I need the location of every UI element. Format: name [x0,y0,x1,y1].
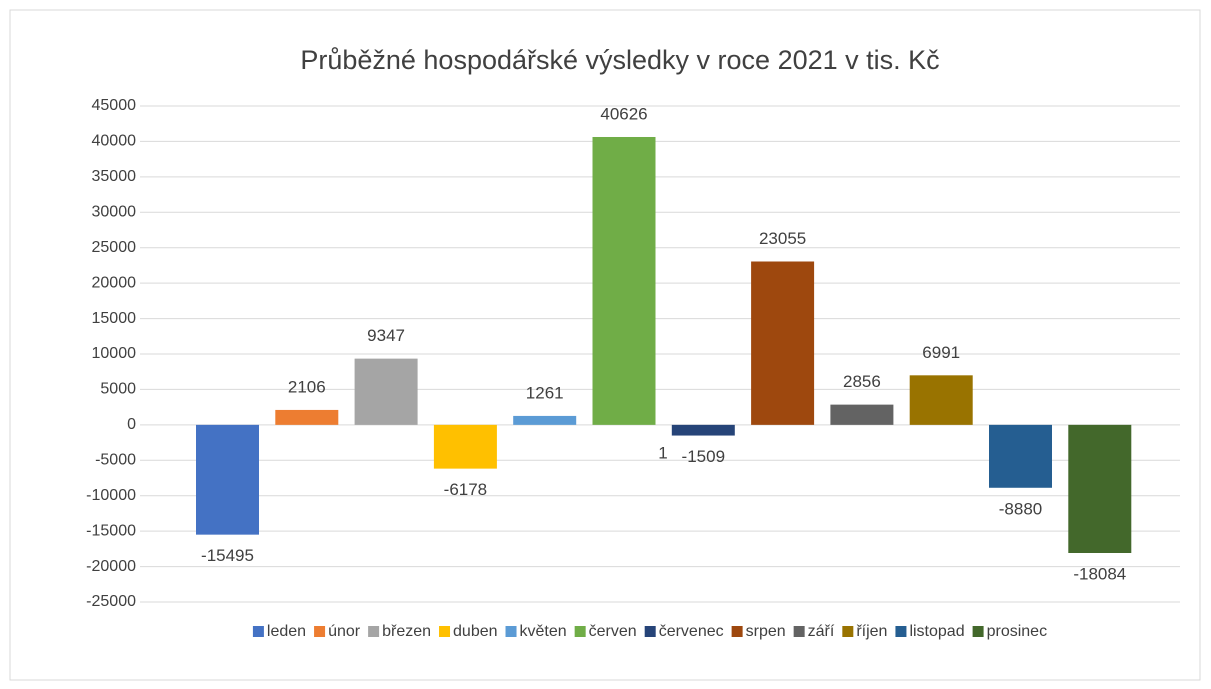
legend-label: prosinec [987,623,1047,640]
data-label: 2106 [288,377,326,396]
data-label: -15495 [201,546,254,565]
legend-swatch [574,626,586,637]
bar [1068,424,1132,553]
y-tick-label: 45000 [92,97,137,114]
y-tick-label: 0 [127,416,136,433]
bar [830,404,894,425]
bar [592,136,656,425]
y-tick-label: 40000 [92,133,137,150]
legend-label: květen [520,623,567,640]
legend-swatch [252,626,264,637]
y-tick-label: 25000 [92,239,137,256]
legend-label: únor [328,623,361,640]
y-tick-label: -5000 [95,452,136,469]
data-label: 1261 [526,383,564,402]
data-label: -6178 [444,480,487,499]
data-label: 9347 [367,326,405,345]
legend-label: duben [453,623,498,640]
bar [196,424,259,535]
y-tick-label: -20000 [86,558,136,575]
bar [989,424,1052,488]
data-label: -8880 [999,499,1042,518]
legend-swatch [439,626,451,637]
y-tick-label: 30000 [92,204,137,221]
legend-swatch [842,626,854,637]
bar [513,415,577,425]
legend-swatch [972,626,984,637]
bar [751,261,815,425]
chart-title: Průběžné hospodářské výsledky v roce 202… [300,45,939,75]
data-label: -18084 [1073,564,1126,583]
data-label: 2856 [843,372,881,391]
annotation: 1 [658,443,667,462]
bar [275,409,339,425]
bar [433,424,497,469]
legend-swatch [314,626,326,637]
legend-label: říjen [856,623,887,640]
legend-label: leden [267,623,306,640]
y-tick-label: 35000 [92,168,137,185]
legend-label: březen [382,623,431,640]
legend-swatch [895,626,907,637]
legend-swatch [731,626,743,637]
legend-label: listopad [909,623,964,640]
y-tick-label: 5000 [100,381,136,398]
y-tick-label: 20000 [92,274,137,291]
legend-swatch [505,626,517,637]
y-tick-label: -15000 [86,522,136,539]
legend-label: červenec [659,623,724,640]
legend-swatch [644,626,656,637]
y-tick-label: 10000 [92,345,137,362]
data-label: 23055 [759,229,806,248]
legend-label: červen [589,623,637,640]
y-tick-label: -25000 [86,593,136,610]
legend-label: září [808,623,835,640]
data-label: -1509 [682,447,725,466]
data-label: 6991 [922,343,960,362]
legend-swatch [793,626,805,637]
legend-swatch [368,626,380,637]
y-tick-label: 15000 [92,310,137,327]
bar [909,375,973,425]
bar [354,358,418,425]
legend-label: srpen [746,623,786,640]
data-label: 40626 [600,104,647,123]
bar [671,424,735,436]
y-tick-label: -10000 [86,487,136,504]
